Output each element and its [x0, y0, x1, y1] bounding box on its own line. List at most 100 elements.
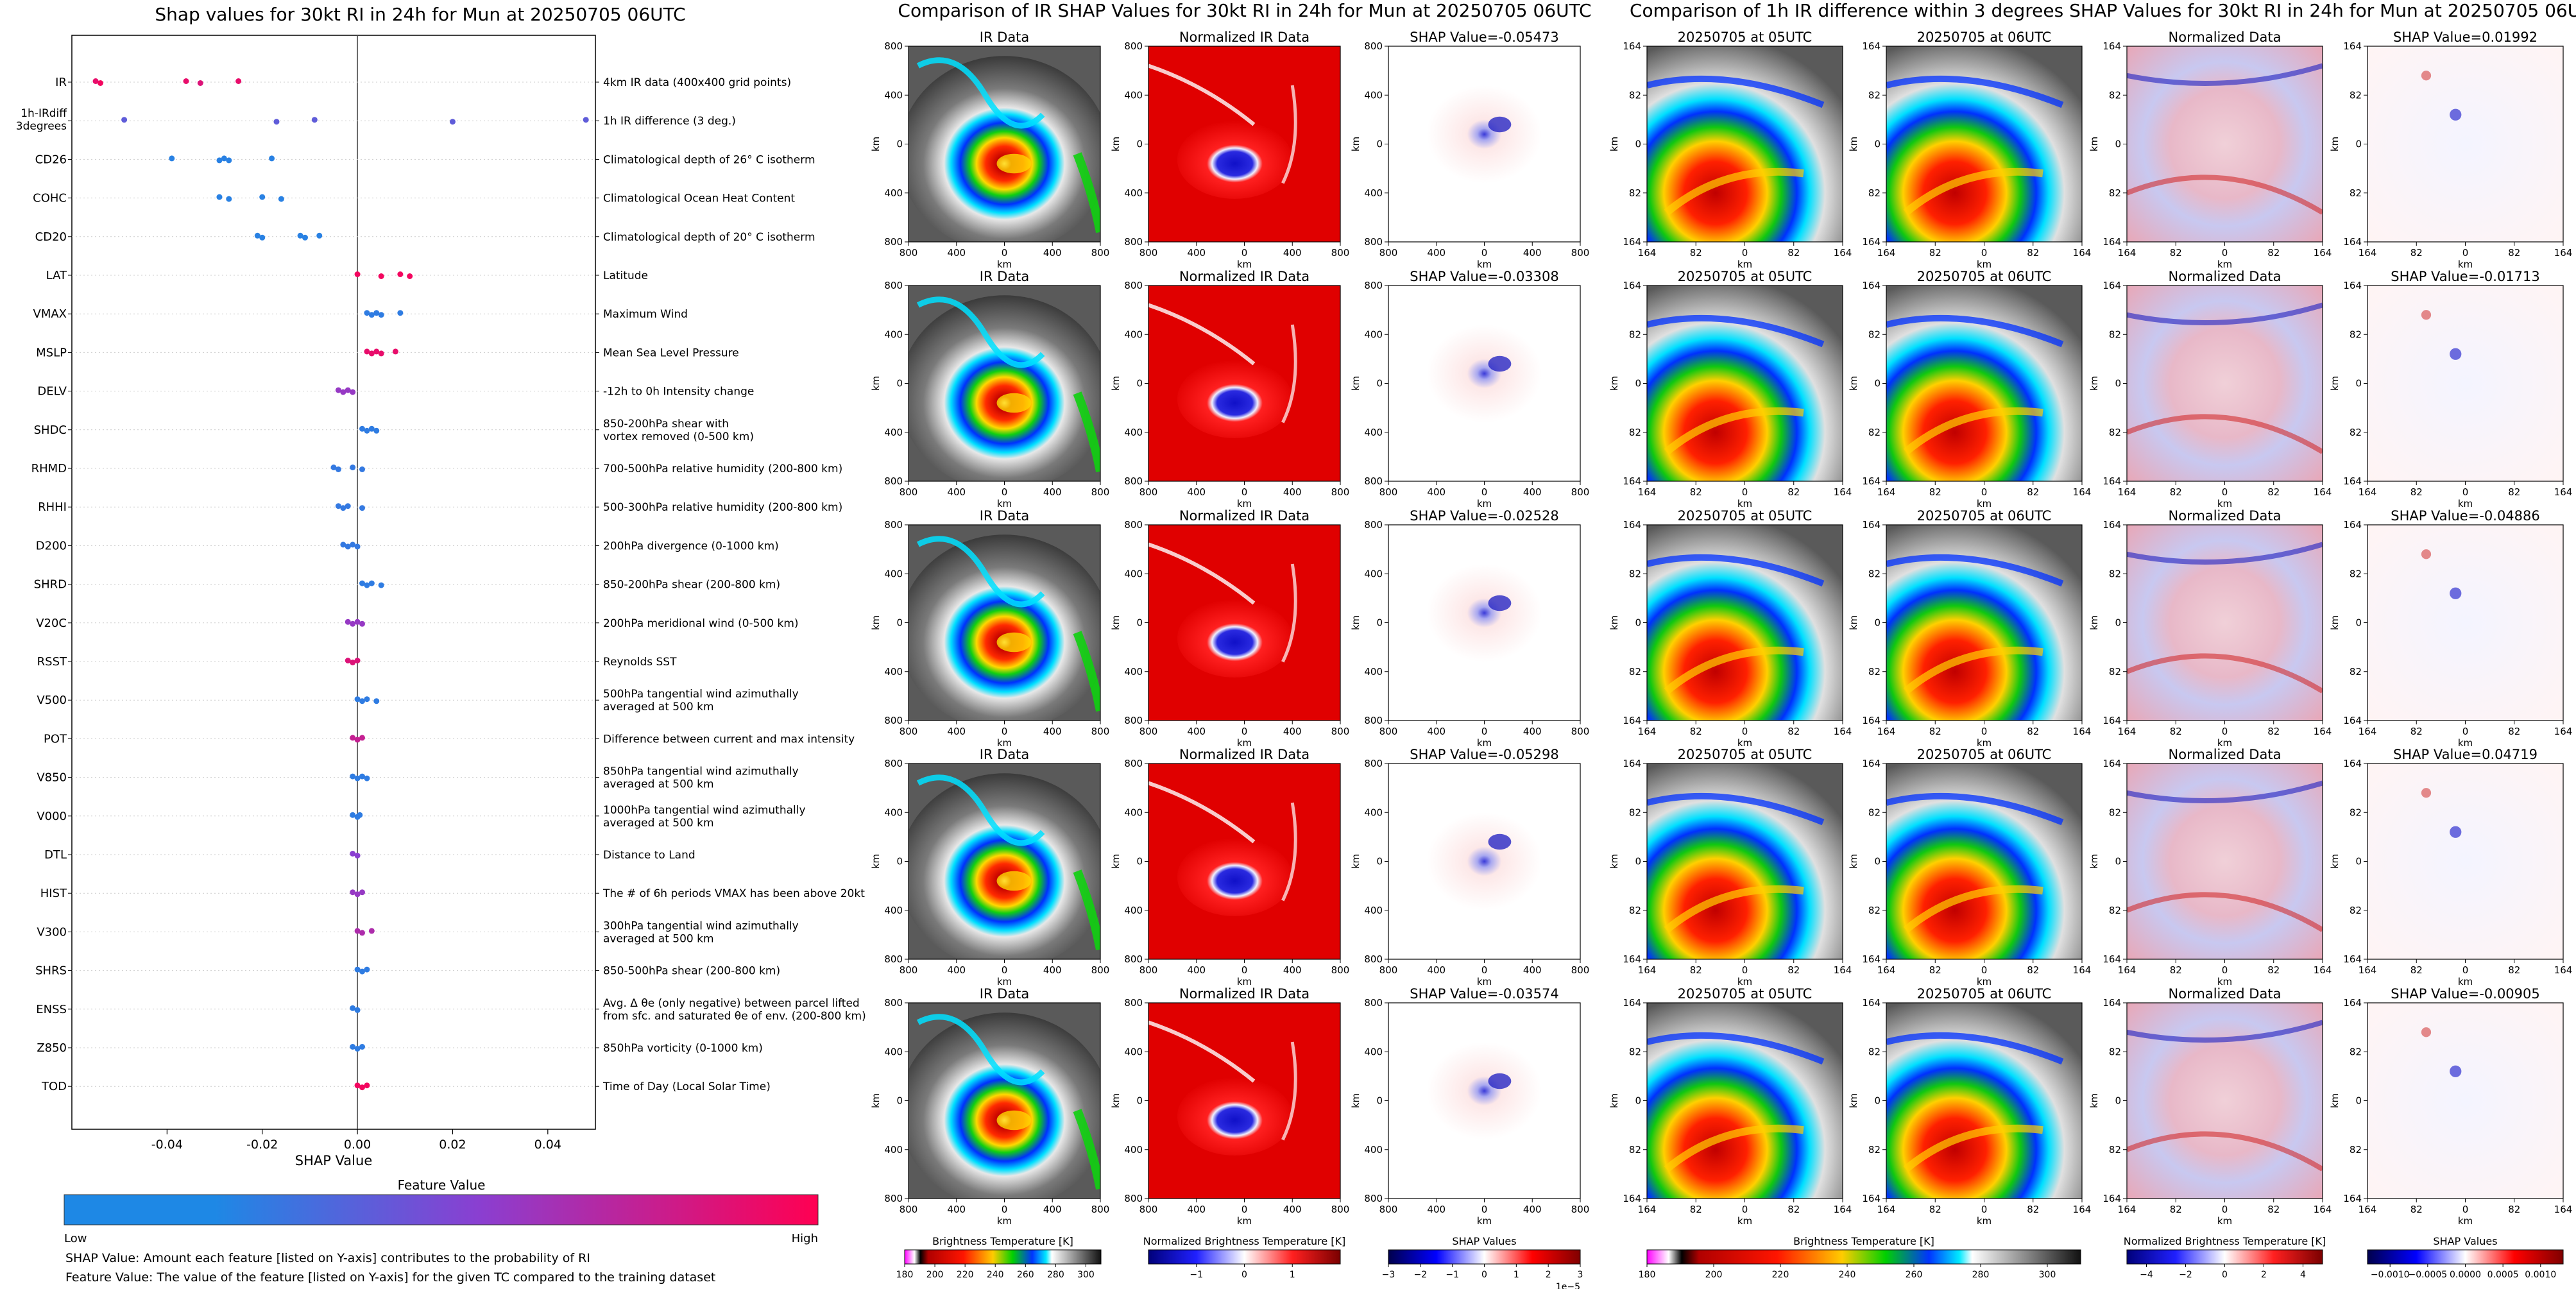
shap-point: [350, 889, 356, 896]
x-tick-label: 82: [2170, 486, 2182, 498]
ir-band: [1073, 1109, 1100, 1190]
shap-point: [397, 310, 404, 316]
x-tick-label: 400: [947, 247, 966, 259]
diff-band: [2127, 1020, 2323, 1043]
y-axis-label: km: [1350, 854, 1361, 869]
y-tick-label: 400: [884, 89, 903, 101]
shap-spot: [2421, 549, 2432, 559]
y-tick-label: 164: [2103, 758, 2121, 769]
panel: 20250705 at 06UTC 164 82 0 82 164 km 164 82 0 82 16…: [1848, 747, 2091, 987]
feature-name: RSST: [37, 655, 67, 669]
y-tick-label: 164: [2103, 1193, 2121, 1204]
y-tick-label: 164: [1623, 758, 1641, 769]
y-tick-label: 82: [1629, 1046, 1641, 1057]
y-tick-label: 0: [2355, 139, 2362, 150]
y-tick-label: 400: [1124, 568, 1143, 579]
feature-description: 1h IR difference (3 deg.): [603, 115, 736, 128]
y-tick-label: 800: [884, 236, 903, 248]
x-tick-label: 400: [1043, 1204, 1062, 1215]
nir-core: [1177, 1077, 1293, 1156]
panel: IR Data 800 400 0 400 800 km 800 400 0 400 800 km: [870, 269, 1109, 509]
diff-band: [2127, 542, 2323, 565]
panel-title: Normalized Data: [2169, 269, 2282, 284]
x-axis-label: km: [1977, 259, 1992, 270]
zoom-band: [1886, 314, 2064, 348]
x-tick-label: 164: [2314, 247, 2332, 259]
x-tick-label: 800: [1139, 964, 1158, 976]
x-tick-label: 800: [1331, 247, 1350, 259]
zoom-field: [1647, 764, 1843, 959]
shap-point: [273, 119, 280, 125]
y-axis-label: km: [1110, 1093, 1122, 1108]
x-tick-label: 0: [2222, 726, 2228, 737]
panel: Normalized Data 164 82 0 82 164 km 164 82 0 82 164 k…: [2088, 269, 2332, 509]
feature-name: HIST: [40, 887, 67, 900]
shap-point: [169, 155, 175, 162]
colorbar-tick-label: −2: [2179, 1270, 2192, 1280]
shap-spot: [2450, 587, 2462, 599]
x-tick-label: 82: [2267, 1204, 2280, 1215]
x-tick-label: 0: [1241, 247, 1248, 259]
x-tick-label: 164: [2073, 1204, 2092, 1215]
shap-point: [368, 350, 375, 357]
y-tick-label: 164: [1623, 953, 1641, 965]
ir-shap-colorbar-label: SHAP Values: [1452, 1235, 1516, 1247]
x-tick-label: 0: [1981, 1204, 1988, 1215]
panel-title: 20250705 at 06UTC: [1917, 508, 2052, 524]
x-tick-label: 82: [2027, 247, 2039, 259]
y-tick-label: 0: [2355, 1095, 2362, 1107]
zoom-field: [1647, 286, 1843, 481]
shap-point: [359, 425, 366, 432]
panel-title: 20250705 at 05UTC: [1678, 508, 1813, 524]
x-tick-label: 0: [2222, 1204, 2228, 1215]
x-tick-label: 164: [2358, 1204, 2377, 1215]
x-axis-label: km: [2217, 259, 2232, 270]
x-tick-label: 164: [2554, 247, 2573, 259]
y-tick-label: 800: [884, 475, 903, 487]
y-tick-label: 164: [1623, 997, 1641, 1009]
x-tick-label: 0: [1481, 486, 1488, 498]
x-axis-label: km: [1737, 1215, 1752, 1227]
zoom-band: [1647, 554, 1825, 587]
colorbar-low-label: Low: [64, 1232, 87, 1245]
x-tick-label: 800: [1139, 247, 1158, 259]
panel-title: SHAP Value=-0.01713: [2391, 269, 2540, 284]
panel: 20250705 at 05UTC 164 82 0 82 164 km 164 82 0 82 16…: [1608, 986, 1852, 1227]
colorbar-tick-label: 0: [1241, 1270, 1247, 1280]
feature-name: POT: [44, 732, 67, 746]
shap-point: [92, 78, 99, 84]
diff-band: [2127, 414, 2323, 454]
y-axis-label: km: [1608, 1093, 1620, 1108]
x-tick-label: 82: [1690, 726, 1702, 737]
x-tick-label: 164: [1638, 247, 1657, 259]
ir-colorbar-label: Brightness Temperature [K]: [932, 1235, 1073, 1247]
shap-peak: [1488, 355, 1512, 372]
x-tick-label: 82: [2267, 964, 2280, 976]
x-tick-label: 164: [2554, 1204, 2573, 1215]
nir-band: [1281, 563, 1297, 663]
shap-point: [216, 194, 223, 200]
x-axis-label: km: [1737, 498, 1752, 509]
x-tick-label: 82: [1690, 247, 1702, 259]
shap-point: [397, 271, 404, 277]
feature-value-note: Feature Value: The value of the feature …: [65, 1270, 716, 1285]
y-axis-label: km: [1110, 615, 1122, 630]
x-tick-label: 800: [900, 964, 918, 976]
feature-name: SHRD: [34, 578, 67, 592]
shap-background: [2367, 764, 2563, 959]
shap-point: [359, 1044, 366, 1050]
shap-point: [359, 930, 366, 936]
shap-point: [354, 1046, 361, 1052]
shap-point: [350, 851, 356, 857]
x-tick-label: 0.02: [439, 1138, 466, 1152]
y-tick-label: 164: [2103, 236, 2121, 248]
x-tick-label: 82: [1787, 964, 1800, 976]
shap-point: [583, 117, 589, 123]
feature-name: RHHI: [38, 500, 67, 514]
y-tick-label: 164: [1862, 236, 1881, 248]
y-tick-label: 164: [2343, 236, 2362, 248]
x-tick-label: 164: [2118, 726, 2137, 737]
x-tick-label: 164: [2358, 726, 2377, 737]
panel: Normalized IR Data 800 400 0 400 800 km 800 400 0…: [1110, 508, 1349, 749]
y-tick-label: 164: [2343, 997, 2362, 1009]
